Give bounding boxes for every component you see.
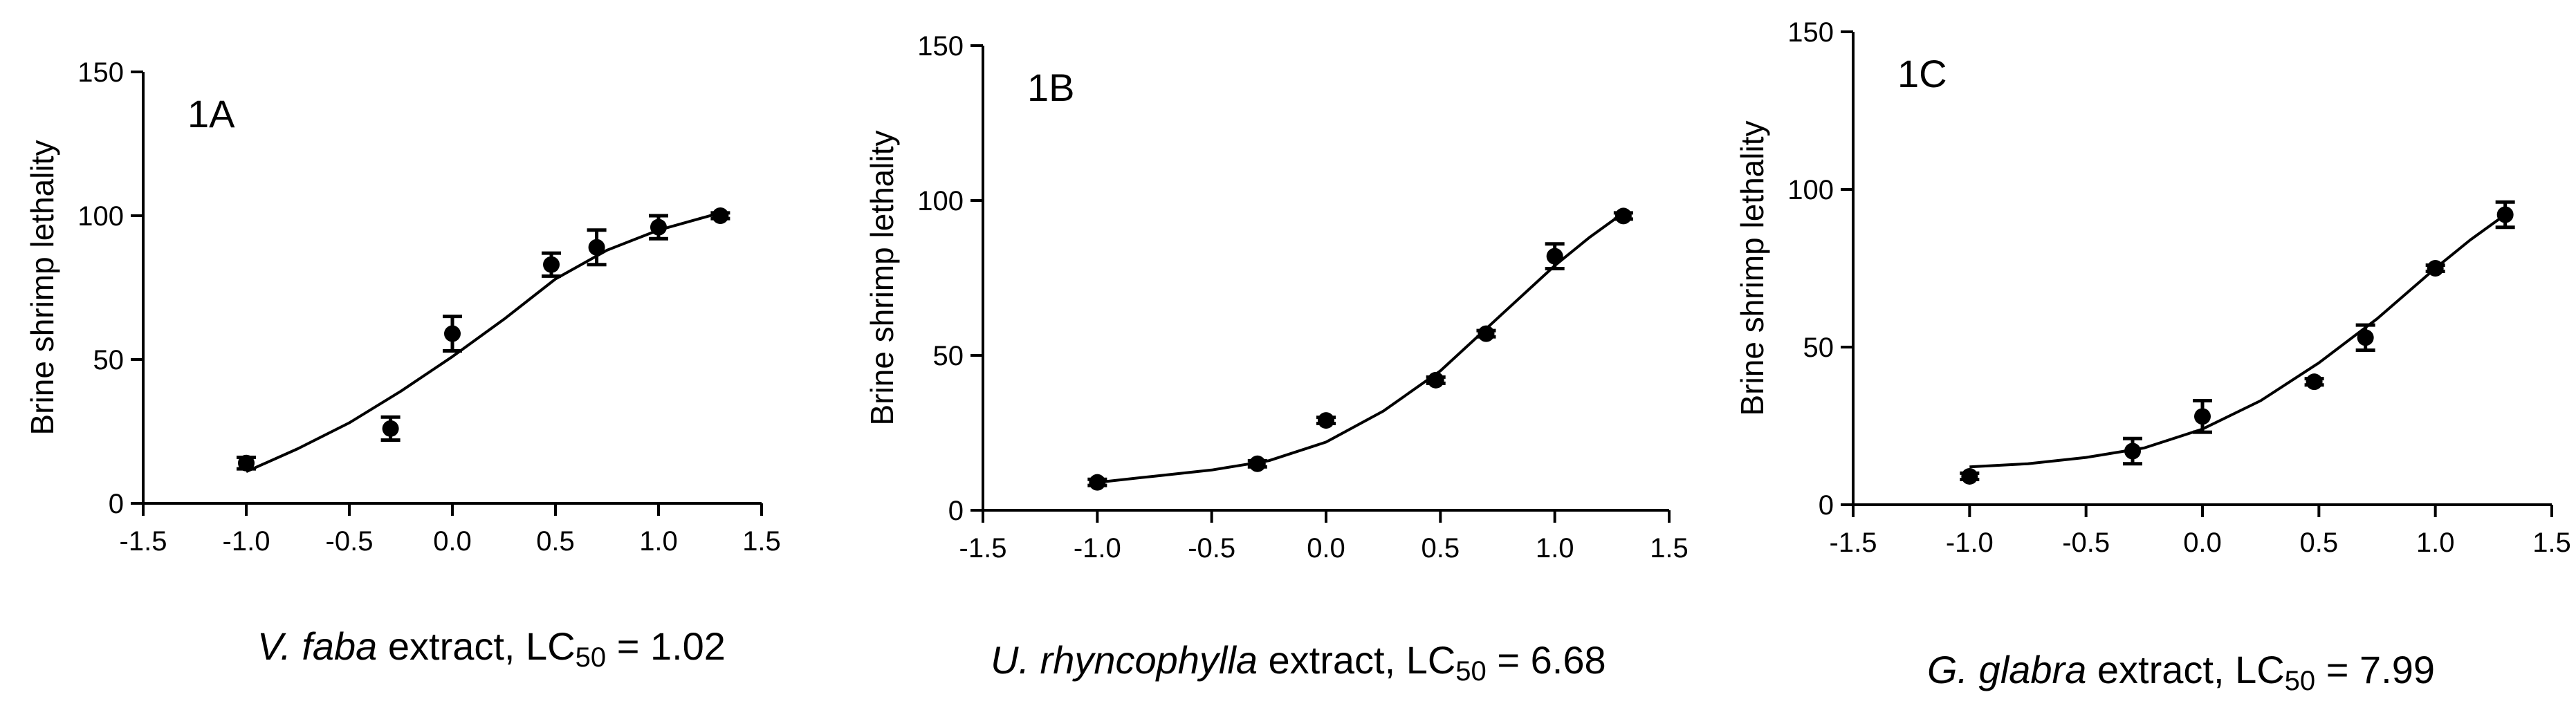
x-tick-label: -1.0 bbox=[1946, 528, 1994, 558]
x-tick-label: 0.5 bbox=[2300, 528, 2339, 558]
caption-species: V. faba bbox=[257, 624, 378, 668]
data-point bbox=[238, 454, 255, 472]
fit-curve bbox=[246, 211, 721, 474]
caption-text: extract, LC bbox=[2086, 648, 2285, 691]
data-point bbox=[2427, 260, 2444, 277]
x-tick-label: -1.0 bbox=[223, 526, 270, 557]
caption-subscript: 50 bbox=[575, 642, 607, 673]
data-point bbox=[444, 325, 461, 342]
x-tick-label: -1.5 bbox=[1830, 528, 1877, 558]
data-point bbox=[588, 239, 605, 256]
x-tick-label: 0.0 bbox=[433, 526, 472, 557]
data-point bbox=[543, 256, 560, 273]
data-point bbox=[1478, 325, 1495, 342]
y-tick-label: 50 bbox=[93, 345, 125, 375]
x-tick-label: 1.5 bbox=[1650, 533, 1689, 563]
x-tick-label: -0.5 bbox=[326, 526, 374, 557]
caption-subscript: 50 bbox=[1455, 656, 1487, 687]
y-tick-label: 100 bbox=[77, 201, 124, 232]
fit-curve bbox=[1969, 213, 2506, 469]
y-tick-label: 150 bbox=[77, 57, 124, 88]
y-tick-label: 50 bbox=[1803, 333, 1834, 363]
x-tick-label: 0.5 bbox=[1422, 533, 1460, 563]
data-point bbox=[1089, 474, 1106, 491]
caption-text: extract, LC bbox=[1257, 638, 1456, 682]
x-tick-label: 0.0 bbox=[2183, 528, 2222, 558]
data-point bbox=[2496, 206, 2514, 223]
caption-value: = 1.02 bbox=[606, 624, 726, 668]
data-point bbox=[382, 420, 399, 437]
caption-text: extract, LC bbox=[377, 624, 576, 668]
x-tick-label: 1.5 bbox=[742, 526, 781, 557]
data-point bbox=[650, 218, 667, 236]
y-tick-label: 150 bbox=[1787, 17, 1834, 48]
x-tick-label: -1.5 bbox=[120, 526, 167, 557]
data-point bbox=[2306, 373, 2323, 391]
caption-subscript: 50 bbox=[2284, 666, 2316, 696]
x-tick-label: 1.0 bbox=[1536, 533, 1574, 563]
panel-label: 1A bbox=[187, 92, 235, 136]
data-point bbox=[1614, 207, 1632, 225]
chart-panel-2: 0 50 100 150 -1.5 -1.0 -0.5 0.0 0.5 1.0 1.5 Brine s… bbox=[864, 31, 1689, 563]
fit-curve bbox=[1097, 212, 1625, 484]
panel-label: 1B bbox=[1027, 66, 1075, 109]
caption-species: G. glabra bbox=[1927, 648, 2087, 691]
panel-caption: G. glabra extract, LC50 = 7.99 bbox=[1927, 647, 2435, 697]
x-tick-label: -0.5 bbox=[2062, 528, 2110, 558]
x-tick-label: -0.5 bbox=[1188, 533, 1235, 563]
y-tick-label: 0 bbox=[948, 496, 964, 526]
x-tick-label: 0.5 bbox=[536, 526, 575, 557]
data-point bbox=[2357, 329, 2374, 346]
caption-value: = 6.68 bbox=[1486, 638, 1606, 682]
y-tick-label: 150 bbox=[917, 31, 964, 62]
panel-label: 1C bbox=[1897, 52, 1947, 95]
y-tick-label: 0 bbox=[109, 489, 124, 519]
y-axis-label: Brine shrimp lethality bbox=[24, 140, 60, 436]
y-axis-label: Brine shrimp lethality bbox=[864, 131, 900, 426]
y-axis-label: Brine shrimp lethality bbox=[1734, 121, 1770, 416]
y-tick-label: 100 bbox=[1787, 175, 1834, 205]
data-point bbox=[2194, 408, 2211, 425]
y-tick-label: 0 bbox=[1819, 490, 1834, 521]
data-point bbox=[1249, 455, 1266, 472]
panel-caption: U. rhyncophylla extract, LC50 = 6.68 bbox=[991, 637, 1606, 687]
chart-panel-3: 0 50 100 150 -1.5 -1.0 -0.5 0.0 0.5 1.0 1.5 Brine s… bbox=[1734, 17, 2571, 558]
caption-species: U. rhyncophylla bbox=[991, 638, 1258, 682]
x-tick-label: 1.0 bbox=[2416, 528, 2455, 558]
data-point bbox=[1546, 248, 1563, 265]
chart-panel-1: 0 50 100 150 -1.5 -1.0 -0.5 0.0 0.5 1.0 1.5 Brine s… bbox=[24, 57, 781, 557]
data-point bbox=[1318, 412, 1334, 429]
y-tick-label: 50 bbox=[933, 341, 964, 371]
data-point bbox=[2124, 442, 2141, 460]
data-point bbox=[1427, 371, 1444, 389]
x-tick-label: 0.0 bbox=[1307, 533, 1345, 563]
caption-value: = 7.99 bbox=[2315, 648, 2435, 691]
data-point bbox=[712, 207, 729, 224]
data-point bbox=[1961, 467, 1978, 485]
x-tick-label: 1.5 bbox=[2532, 528, 2571, 558]
x-tick-label: -1.5 bbox=[959, 533, 1007, 563]
x-tick-label: -1.0 bbox=[1074, 533, 1121, 563]
x-tick-label: 1.0 bbox=[639, 526, 678, 557]
panel-caption: V. faba extract, LC50 = 1.02 bbox=[257, 624, 726, 673]
y-tick-label: 100 bbox=[917, 186, 964, 216]
